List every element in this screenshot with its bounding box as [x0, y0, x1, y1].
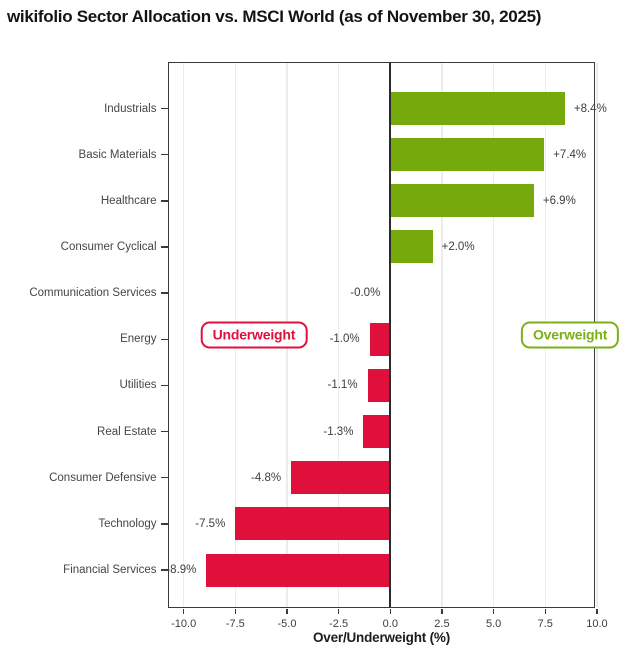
gridline: [441, 63, 443, 607]
x-axis-title: Over/Underweight (%): [312, 630, 451, 645]
category-tick: [160, 338, 168, 340]
category-tick: [160, 384, 168, 387]
x-tick-label: 7.5: [537, 618, 553, 630]
bar-real-estate: [363, 415, 391, 449]
category-tick: [160, 246, 168, 248]
bar-consumer-cyclical: [391, 230, 433, 264]
category-label-industrials: Industrials: [104, 102, 157, 115]
zero-axis-line: [389, 63, 392, 607]
x-axis-tick: [286, 609, 288, 614]
category-tick: [160, 200, 168, 202]
category-label-real-estate: Real Estate: [97, 425, 157, 438]
category-label-consumer-cyclical: Consumer Cyclical: [60, 240, 157, 253]
value-label-industrials: +8.4%: [573, 102, 607, 115]
category-label-utilities: Utilities: [119, 379, 157, 392]
x-tick-label: -5.0: [277, 618, 297, 630]
bar-utilities: [367, 368, 391, 402]
value-label-utilities: -1.1%: [327, 379, 358, 392]
x-tick-label: 2.5: [434, 618, 450, 630]
category-tick: [160, 107, 168, 110]
x-axis-tick: [596, 609, 598, 614]
x-tick-label: -10.0: [171, 618, 197, 630]
value-label-energy: -1.0%: [329, 333, 360, 346]
x-tick-label: 5.0: [485, 618, 502, 630]
category-label-healthcare: Healthcare: [100, 194, 157, 207]
category-label-technology: Technology: [98, 517, 157, 530]
x-axis-tick: [544, 609, 547, 614]
category-tick: [160, 153, 168, 156]
bar-technology: [235, 507, 391, 541]
bar-industrials: [391, 92, 565, 125]
category-label-communication-services: Communication Services: [29, 287, 157, 300]
category-tick: [160, 523, 168, 525]
category-label-basic-materials: Basic Materials: [78, 148, 157, 161]
x-tick-label: -7.5: [225, 618, 245, 630]
gridline: [337, 63, 340, 607]
bar-energy: [369, 322, 391, 356]
category-tick: [160, 476, 168, 479]
x-axis-tick: [441, 609, 443, 614]
value-label-basic-materials: +7.4%: [553, 148, 587, 161]
chart-title: wikifolio Sector Allocation vs. MSCI Wor…: [7, 7, 542, 26]
gridline: [492, 63, 495, 607]
bar-healthcare: [391, 184, 534, 218]
bar-consumer-defensive: [291, 461, 391, 495]
x-axis-tick: [492, 609, 495, 614]
x-tick-label: -2.5: [329, 618, 349, 630]
category-tick: [160, 292, 168, 294]
value-label-consumer-cyclical: +2.0%: [441, 240, 475, 253]
x-axis-tick: [234, 609, 237, 614]
x-axis-tick: [389, 609, 392, 614]
category-tick: [160, 569, 168, 571]
category-tick: [160, 430, 168, 433]
category-label-financial-services: Financial Services: [63, 564, 157, 576]
badge-underweight: Underweight: [200, 321, 308, 349]
category-label-energy: Energy: [120, 333, 157, 346]
badge-overweight: Overweight: [520, 321, 620, 349]
x-axis-tick: [182, 609, 185, 614]
category-label-consumer-defensive: Consumer Defensive: [49, 471, 157, 484]
value-label-technology: -7.5%: [195, 517, 226, 530]
bar-basic-materials: [391, 138, 545, 172]
value-label-consumer-defensive: -4.8%: [251, 471, 282, 484]
value-label-real-estate: -1.3%: [323, 425, 354, 438]
x-tick-label: 10.0: [586, 618, 608, 630]
plot-area: -10.0 -7.5 -5.0 -2.5 0.0 2.5 5.0 7.5 10.0 Industr…: [29, 62, 620, 630]
gridline: [182, 63, 185, 607]
x-axis-tick: [337, 609, 340, 614]
x-tick-label: 0.0: [382, 618, 398, 630]
value-label-communication-services: -0.0%: [350, 287, 381, 300]
bar-financial-services: [206, 553, 391, 587]
value-label-financial-services: -8.9%: [166, 564, 197, 576]
value-label-healthcare: +6.9%: [542, 194, 576, 207]
